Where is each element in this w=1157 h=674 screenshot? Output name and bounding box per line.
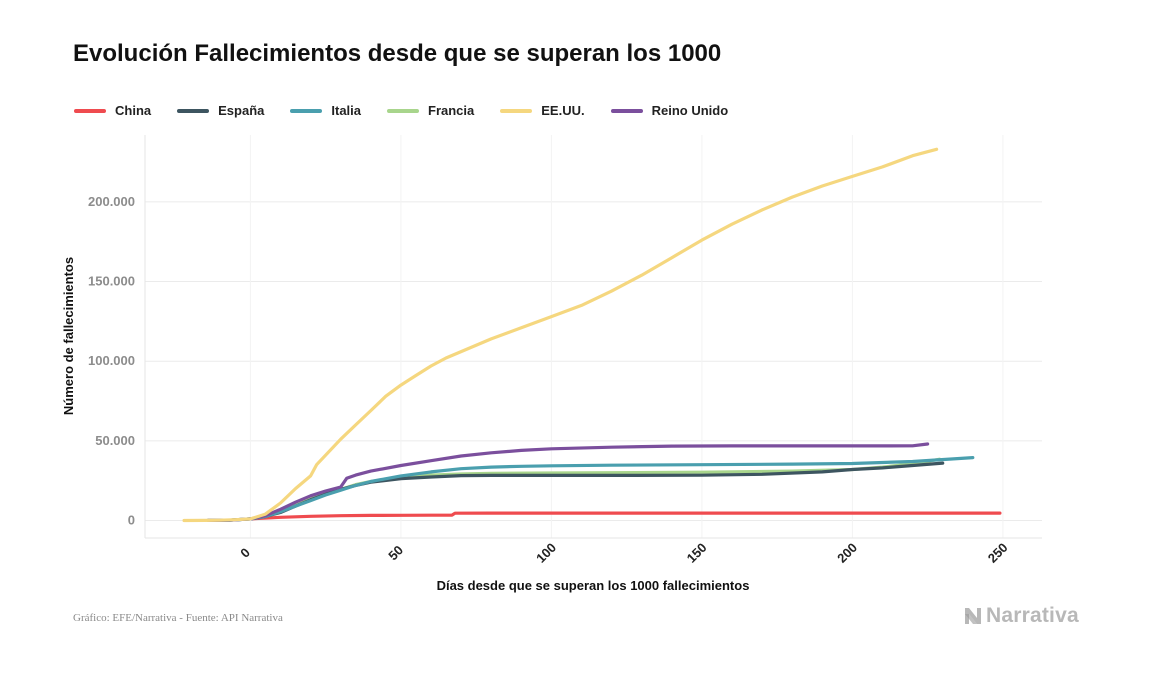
y-tick-label: 0 — [128, 512, 135, 527]
x-tick-label: 150 — [684, 540, 710, 566]
legend-item: Italia — [290, 103, 361, 118]
y-tick-label: 50.000 — [95, 433, 135, 448]
x-tick-label: 100 — [533, 540, 559, 566]
legend-swatch — [610, 108, 643, 113]
legend-label: China — [115, 103, 152, 118]
x-tick-label: 200 — [834, 540, 860, 566]
legend-label: Reino Unido — [651, 103, 729, 118]
x-tick-label: 250 — [985, 540, 1011, 566]
y-axis-ticks: 0 50.000 100.000 150.000 200.000 — [88, 194, 135, 528]
legend-label: Italia — [331, 103, 361, 118]
legend-item: China — [74, 103, 151, 118]
series-line-francia — [206, 457, 942, 522]
legend-swatch — [500, 108, 533, 113]
legend-item: Francia — [387, 103, 474, 118]
legend-item: España — [177, 103, 264, 118]
chart-title: Evolución Fallecimientos desde que se su… — [73, 40, 722, 67]
y-axis-label: Número de fallecimientos — [61, 257, 76, 415]
narrativa-logo: Narrativa — [963, 604, 1079, 628]
x-axis-label: Días desde que se superan los 1000 falle… — [437, 578, 750, 593]
legend-swatch — [290, 108, 323, 113]
series-line-ee-uu — [182, 147, 939, 523]
legend: China España Italia Francia EE.UU. Reino Unid… — [74, 103, 754, 118]
x-axis-ticks: 0 50 100 150 200 250 — [237, 540, 1010, 566]
narrativa-n-icon — [965, 608, 981, 624]
series-line-reino-unido — [206, 442, 930, 522]
legend-swatch — [387, 108, 419, 113]
legend-label: España — [218, 103, 265, 118]
legend-item: Reino Unido — [610, 103, 729, 118]
series-lines — [182, 147, 1002, 523]
x-tick-label: 0 — [237, 545, 253, 561]
logo-text: Narrativa — [986, 604, 1079, 627]
series-line-italia — [206, 456, 975, 522]
legend-label: Francia — [428, 103, 475, 118]
series-line-china — [248, 511, 1002, 521]
legend-swatch — [74, 108, 106, 113]
legend-item: EE.UU. — [500, 103, 585, 118]
legend-label: EE.UU. — [541, 103, 585, 118]
legend-swatch — [177, 108, 210, 113]
source-note: Gráfico: EFE/Narrativa - Fuente: API Nar… — [73, 612, 283, 624]
x-tick-label: 50 — [385, 542, 406, 563]
y-tick-label: 150.000 — [88, 274, 135, 289]
y-tick-label: 100.000 — [88, 353, 135, 368]
y-tick-label: 200.000 — [88, 194, 135, 209]
grid-lines — [144, 135, 1042, 539]
